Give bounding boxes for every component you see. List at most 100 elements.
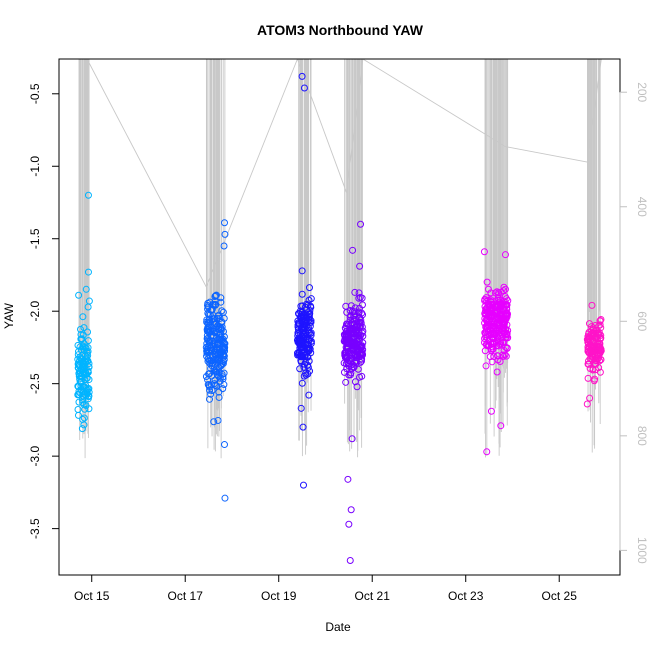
- data-point: [482, 307, 490, 315]
- data-point: [294, 337, 302, 345]
- data-point: [210, 365, 218, 373]
- data-point-outlier: [590, 377, 598, 385]
- data-point: [82, 358, 90, 366]
- data-point: [358, 350, 366, 358]
- data-point: [503, 330, 511, 338]
- data-point: [589, 331, 597, 339]
- data-point: [358, 309, 366, 317]
- data-point: [211, 301, 219, 309]
- data-point: [85, 363, 93, 371]
- data-point: [591, 321, 599, 329]
- data-point: [354, 323, 362, 331]
- data-point: [295, 351, 303, 359]
- data-point: [305, 391, 313, 399]
- data-point: [356, 373, 364, 381]
- data-point: [346, 313, 354, 321]
- data-point: [495, 321, 503, 329]
- data-point: [85, 376, 93, 384]
- data-point: [483, 297, 491, 305]
- data-point: [597, 315, 605, 323]
- data-point: [352, 346, 360, 354]
- secondary-connector: [505, 146, 588, 163]
- data-point: [216, 351, 224, 359]
- data-point: [305, 336, 313, 344]
- data-point: [296, 365, 304, 373]
- data-point: [504, 334, 512, 342]
- data-point: [591, 360, 599, 368]
- data-point: [74, 390, 82, 398]
- data-point: [74, 341, 82, 349]
- data-point: [84, 357, 92, 365]
- data-point: [586, 337, 594, 345]
- y-tick-label: -1.0: [28, 156, 42, 177]
- data-point: [204, 305, 212, 313]
- x-tick-label: Oct 15: [74, 589, 110, 603]
- secondary-connector: [362, 58, 506, 148]
- data-point: [355, 289, 363, 297]
- data-point: [494, 294, 502, 302]
- data-point: [502, 315, 510, 323]
- y-tick-label: -2.5: [28, 373, 42, 394]
- data-point: [490, 353, 498, 361]
- data-point: [77, 330, 85, 338]
- data-point: [210, 418, 218, 426]
- data-point: [204, 357, 212, 365]
- data-point: [487, 324, 495, 332]
- data-point-outlier: [344, 475, 352, 483]
- data-point-outlier: [588, 301, 596, 309]
- data-point: [358, 301, 366, 309]
- data-point: [299, 313, 307, 321]
- data-point: [84, 385, 92, 393]
- data-point-outlier: [298, 72, 306, 80]
- data-point: [306, 306, 314, 314]
- data-point: [502, 352, 510, 360]
- data-point: [74, 382, 82, 390]
- data-point: [80, 368, 88, 376]
- data-point: [304, 346, 312, 354]
- data-point: [298, 325, 306, 333]
- data-point: [206, 315, 214, 323]
- data-point: [486, 313, 494, 321]
- data-point: [488, 300, 496, 308]
- data-point: [305, 284, 313, 292]
- data-point: [216, 352, 224, 360]
- data-point: [353, 383, 361, 391]
- data-point: [347, 369, 355, 377]
- data-point: [218, 323, 226, 331]
- data-point: [592, 355, 600, 363]
- chart-title: ATOM3 Northbound YAW: [257, 22, 424, 38]
- x-axis-label: Date: [325, 620, 351, 634]
- data-point: [207, 332, 215, 340]
- data-point: [215, 393, 223, 401]
- y-tick-label: -2.0: [28, 301, 42, 322]
- data-point: [213, 382, 221, 390]
- data-point: [76, 372, 84, 380]
- data-point: [351, 378, 359, 386]
- data-point: [343, 344, 351, 352]
- data-point: [597, 331, 605, 339]
- data-point-outlier: [220, 242, 228, 250]
- data-point-outlier: [348, 435, 356, 443]
- data-point-outlier: [221, 230, 229, 238]
- data-point-outlier: [299, 423, 307, 431]
- data-point: [83, 348, 91, 356]
- data-point: [349, 329, 357, 337]
- secondary-connector: [346, 58, 364, 193]
- data-point-outlier: [349, 246, 357, 254]
- data-point-outlier: [297, 404, 305, 412]
- data-point: [482, 362, 490, 370]
- data-point: [584, 357, 592, 365]
- data-point-outlier: [480, 248, 488, 256]
- data-point: [81, 376, 89, 384]
- data-point: [493, 368, 501, 376]
- data-point: [206, 395, 214, 403]
- data-point: [345, 362, 353, 370]
- data-point-outlier: [356, 262, 364, 270]
- x-tick-label: Oct 25: [542, 589, 578, 603]
- data-point: [218, 318, 226, 326]
- x-tick-label: Oct 23: [448, 589, 484, 603]
- data-point: [207, 346, 215, 354]
